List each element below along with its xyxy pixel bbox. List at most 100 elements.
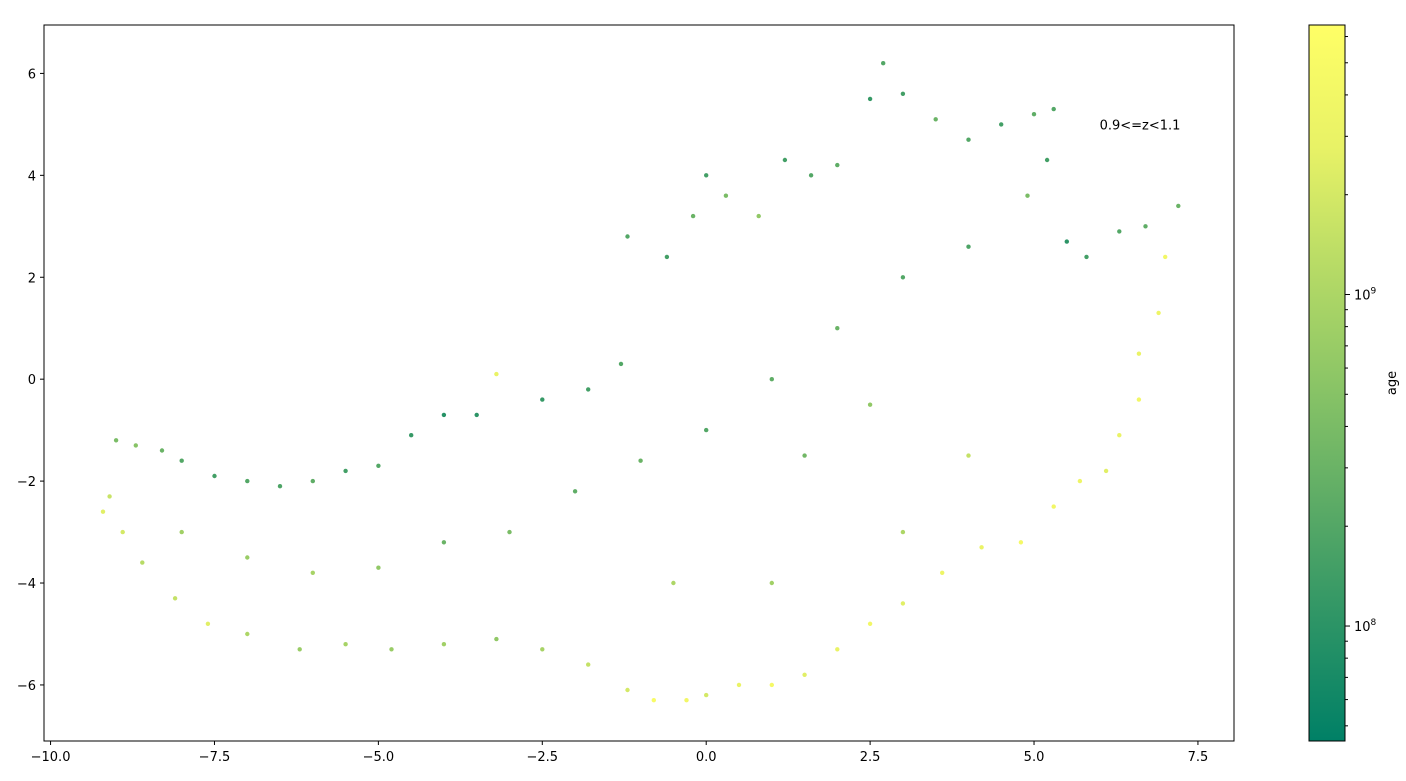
data-point — [979, 545, 984, 550]
data-point — [540, 397, 545, 402]
data-point — [376, 463, 381, 468]
data-point — [618, 361, 624, 367]
data-point — [120, 529, 125, 535]
colorbar-ticks: 108 109 — [1345, 36, 1377, 727]
data-point — [343, 642, 348, 647]
data-point — [1031, 112, 1037, 117]
data-point — [769, 682, 774, 688]
data-point — [966, 244, 971, 249]
data-point — [133, 443, 138, 448]
data-point — [572, 489, 578, 494]
data-point — [1051, 504, 1056, 509]
data-point — [310, 478, 315, 484]
data-point — [172, 596, 178, 601]
data-point — [867, 621, 873, 626]
y-tick-label: −4 — [17, 577, 36, 592]
data-point — [966, 453, 971, 458]
data-point — [704, 173, 709, 178]
x-tick-label: 0.0 — [696, 750, 717, 765]
data-point — [782, 157, 788, 163]
data-point — [835, 326, 840, 331]
data-point — [310, 570, 315, 575]
data-point — [933, 117, 938, 122]
data-point — [684, 698, 689, 703]
data-point — [1117, 433, 1122, 438]
y-tick-label: 6 — [28, 67, 36, 82]
x-tick-label: 7.5 — [1188, 750, 1209, 765]
x-axis: −10.0 −7.5 −5.0 −2.5 0.0 2.5 5.0 7.5 — [31, 741, 1209, 765]
x-tick-label: −10.0 — [31, 750, 71, 765]
data-point — [900, 601, 906, 606]
data-point — [1018, 540, 1024, 545]
x-tick-label: −5.0 — [363, 750, 395, 765]
data-point — [376, 565, 381, 570]
data-point — [704, 692, 709, 698]
data-point — [586, 387, 591, 392]
data-point — [802, 453, 807, 458]
data-point — [690, 213, 696, 219]
x-tick-label: −2.5 — [527, 750, 559, 765]
data-point — [1064, 239, 1070, 244]
data-point — [900, 91, 906, 97]
data-point — [835, 647, 840, 652]
data-point — [1156, 310, 1161, 316]
data-point — [900, 275, 906, 280]
colorbar-tick-label: 108 — [1354, 618, 1377, 635]
data-point — [494, 636, 499, 642]
data-point — [835, 162, 840, 168]
data-point — [389, 647, 394, 652]
data-point — [297, 647, 302, 652]
x-tick-label: 5.0 — [1024, 750, 1045, 765]
y-axis: −6 −4 −2 0 2 4 6 — [17, 67, 44, 694]
data-point — [245, 631, 250, 637]
data-point — [179, 458, 184, 463]
y-tick-label: 4 — [28, 169, 36, 184]
data-point — [245, 478, 250, 484]
data-point — [1163, 254, 1168, 260]
data-point — [651, 698, 656, 703]
data-point — [441, 642, 447, 647]
data-point — [1025, 193, 1030, 198]
data-point — [100, 509, 106, 514]
data-point — [802, 672, 807, 677]
data-point — [1117, 229, 1122, 234]
data-point — [881, 61, 886, 66]
data-point — [277, 484, 283, 489]
data-point — [769, 377, 774, 382]
data-point — [540, 647, 545, 652]
data-point — [586, 662, 591, 667]
data-point — [625, 234, 630, 239]
data-point — [1136, 397, 1142, 402]
data-point — [867, 96, 873, 102]
data-point — [671, 580, 676, 586]
data-point — [205, 621, 211, 626]
data-point — [1136, 351, 1142, 356]
data-point — [966, 137, 971, 142]
data-point — [441, 540, 447, 545]
data-point — [867, 402, 873, 407]
data-point — [999, 122, 1004, 127]
data-point — [723, 193, 729, 198]
data-point — [1103, 468, 1109, 474]
data-point — [474, 412, 479, 418]
data-point — [212, 473, 217, 479]
y-tick-label: 2 — [28, 271, 36, 286]
redshift-annotation: 0.9<=z<1.1 — [1100, 118, 1181, 133]
data-point — [736, 682, 742, 688]
y-tick-label: 0 — [28, 373, 36, 388]
data-point — [1077, 478, 1083, 484]
x-tick-label: −7.5 — [199, 750, 231, 765]
x-tick-label: 2.5 — [860, 750, 881, 765]
data-point — [245, 555, 250, 560]
colorbar-label: age — [1385, 371, 1400, 395]
data-point — [1051, 106, 1056, 112]
data-point — [769, 580, 774, 586]
data-point — [900, 529, 906, 535]
y-tick-label: −6 — [17, 679, 36, 694]
data-point — [179, 529, 184, 535]
data-point — [140, 560, 145, 565]
data-point — [756, 213, 761, 219]
data-point — [704, 427, 709, 433]
data-point — [159, 448, 165, 453]
